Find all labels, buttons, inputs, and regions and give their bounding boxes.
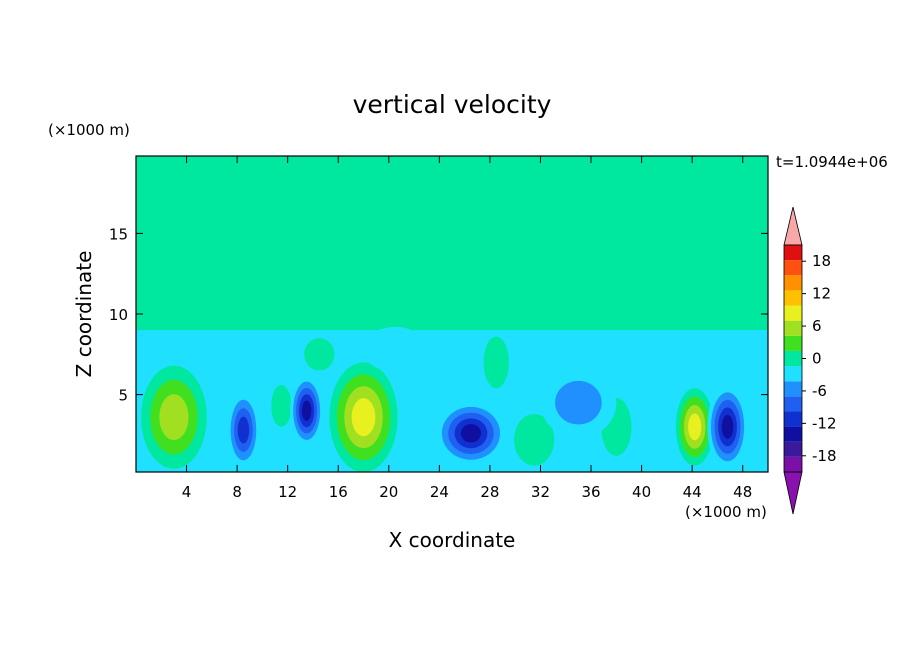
colorbar-segment [784, 320, 802, 336]
x-tick-label: 12 [278, 483, 297, 501]
colorbar-segment [784, 426, 802, 442]
y-tick-label: 15 [109, 225, 128, 243]
x-axis-label: X coordinate [389, 528, 516, 552]
colorbar-segment [784, 381, 802, 397]
colorbar-segment [784, 305, 802, 321]
contour-cell [483, 336, 509, 389]
colorbar-segment [784, 441, 802, 457]
colorbar-segment [784, 456, 802, 472]
x-tick-label: 20 [379, 483, 398, 501]
colorbar-segment [784, 396, 802, 412]
contour-cell [159, 394, 189, 441]
x-axis-ticks: 4 8 12 16 20 24 28 32 36 40 44 48 [182, 156, 752, 501]
colorbar-segment [784, 366, 802, 382]
y-unit-label: (×1000 m) [48, 121, 130, 139]
colorbar-tick-label: 12 [812, 285, 831, 303]
x-tick-label: 48 [733, 483, 752, 501]
y-tick-label: 5 [118, 387, 128, 405]
x-tick-label: 4 [182, 483, 192, 501]
x-tick-label: 44 [683, 483, 702, 501]
contour-cell [688, 413, 702, 441]
contour-cell [513, 413, 555, 466]
y-tick-label: 10 [109, 306, 128, 324]
colorbar-tick-label: -18 [812, 447, 837, 465]
x-tick-label: 24 [430, 483, 449, 501]
contour-cell [721, 414, 734, 439]
colorbar-segment [784, 335, 802, 351]
contour-cell [304, 338, 335, 371]
x-tick-label: 40 [632, 483, 651, 501]
upper-region [136, 156, 768, 331]
contour-cell [351, 398, 376, 437]
contour-cell [301, 400, 312, 421]
x-tick-label: 32 [531, 483, 550, 501]
colorbar-tick-label: 18 [812, 252, 831, 270]
time-label: t=1.0944e+06 [776, 153, 888, 171]
contour-cell [460, 424, 482, 443]
colorbar-segment [784, 260, 802, 276]
x-tick-label: 28 [480, 483, 499, 501]
chart-title: vertical velocity [353, 90, 552, 119]
contour-field [136, 156, 768, 472]
x-tick-label: 16 [329, 483, 348, 501]
colorbar-segment [784, 245, 802, 261]
colorbar-segment [784, 411, 802, 427]
contour-cell [271, 384, 292, 427]
x-tick-label: 36 [581, 483, 600, 501]
x-unit-label: (×1000 m) [685, 503, 767, 521]
colorbar-tick-label: 0 [812, 350, 822, 368]
colorbar: 18 12 6 0 -6 -12 -18 [783, 206, 837, 515]
colorbar-segment [784, 290, 802, 306]
x-tick-label: 8 [232, 483, 242, 501]
colorbar-tick-label: -12 [812, 414, 837, 432]
colorbar-segment [784, 275, 802, 291]
colorbar-under-arrow [783, 471, 803, 515]
colorbar-tick-label: 6 [812, 317, 822, 335]
contour-cell [363, 326, 427, 373]
colorbar-over-arrow [783, 206, 803, 246]
colorbar-tick-label: -6 [812, 382, 827, 400]
colorbar-segment [784, 350, 802, 367]
contour-cell [555, 380, 602, 425]
y-axis-ticks: 5 10 15 [109, 225, 768, 405]
y-axis-label: Z coordinate [72, 251, 96, 378]
contour-cell [237, 416, 250, 444]
